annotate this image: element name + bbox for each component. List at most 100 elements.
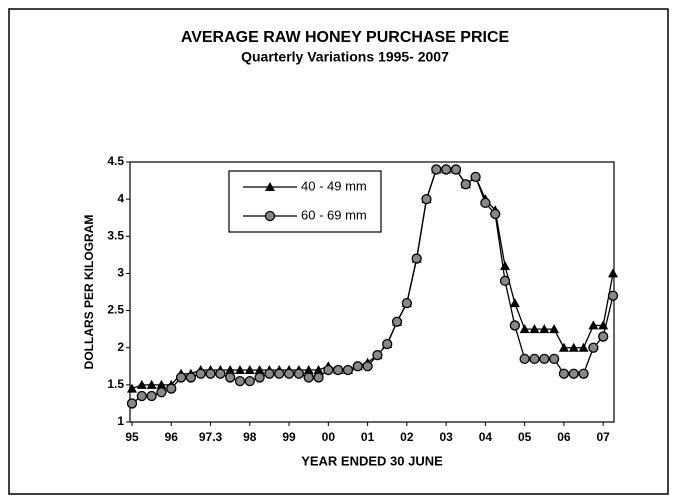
data-point — [166, 383, 177, 394]
data-point — [460, 179, 471, 190]
x-tick-label: 04 — [479, 430, 493, 444]
data-point — [421, 193, 432, 205]
data-point — [244, 365, 255, 374]
data-point — [539, 353, 550, 365]
data-point — [519, 353, 530, 365]
x-tick-label: 02 — [400, 430, 414, 444]
x-tick-label: 99 — [282, 430, 296, 444]
data-point — [264, 368, 275, 379]
chart-title: AVERAGE RAW HONEY PURCHASE PRICE — [181, 29, 510, 46]
data-point — [136, 379, 147, 389]
data-point — [156, 387, 167, 398]
data-point — [313, 372, 324, 383]
y-tick-label: 1.5 — [107, 377, 124, 391]
data-point — [225, 365, 236, 374]
data-point — [215, 368, 226, 379]
data-point — [588, 320, 599, 330]
data-point — [126, 398, 138, 409]
legend-box — [228, 170, 382, 233]
data-point — [431, 164, 442, 175]
data-point — [411, 253, 422, 264]
data-point — [578, 342, 589, 352]
y-tick-label: 1 — [117, 414, 124, 428]
y-tick-label: 2.5 — [107, 303, 124, 317]
data-point — [549, 324, 560, 334]
x-tick-label: 03 — [439, 430, 453, 444]
data-point — [323, 364, 334, 376]
data-point — [608, 268, 618, 278]
legend-marker — [264, 210, 276, 222]
data-point — [303, 365, 314, 374]
data-point — [558, 342, 569, 352]
data-point — [156, 379, 167, 389]
data-point — [303, 372, 314, 383]
data-point — [391, 316, 403, 327]
data-point — [450, 164, 462, 175]
y-tick-label: 3 — [117, 266, 124, 280]
data-point — [509, 320, 520, 331]
data-point — [519, 324, 530, 334]
data-point — [362, 361, 373, 372]
data-point — [225, 372, 236, 383]
y-tick-label: 3.5 — [107, 228, 124, 242]
data-point — [175, 372, 187, 383]
data-point — [244, 375, 255, 387]
data-point — [342, 364, 354, 376]
data-point — [539, 324, 550, 334]
data-point — [598, 331, 609, 342]
data-point — [205, 368, 216, 379]
data-point — [558, 368, 570, 379]
data-point — [283, 368, 295, 379]
data-point — [185, 372, 197, 383]
data-point — [313, 365, 324, 374]
legend-marker — [265, 182, 275, 191]
data-point — [499, 275, 511, 287]
x-tick-label: 95 — [125, 430, 139, 444]
data-point — [127, 383, 137, 393]
data-point — [254, 365, 265, 374]
data-point — [234, 365, 245, 374]
data-point — [332, 364, 344, 376]
data-point — [146, 390, 157, 402]
data-point — [509, 298, 520, 308]
data-point — [234, 375, 246, 387]
data-point — [274, 368, 285, 379]
data-point — [146, 379, 157, 389]
y-tick-label: 2 — [117, 340, 124, 354]
legend-label: 60 - 69 mm — [301, 207, 367, 222]
data-point — [470, 171, 481, 183]
data-point — [401, 297, 413, 309]
data-point — [598, 320, 609, 330]
x-tick-label: 96 — [165, 430, 179, 444]
data-point — [568, 368, 579, 379]
frame — [8, 8, 669, 495]
data-point — [352, 361, 363, 372]
x-tick-label: 98 — [243, 430, 257, 444]
x-tick-label: 07 — [597, 430, 611, 444]
data-point — [529, 324, 540, 334]
data-point — [195, 368, 206, 379]
data-point — [254, 372, 265, 383]
data-point — [578, 368, 589, 379]
x-tick-label: 00 — [322, 430, 336, 444]
data-point — [568, 342, 579, 352]
y-tick-label: 4.5 — [107, 154, 124, 168]
data-point — [500, 261, 511, 270]
legend-label: 40 - 49 mm — [301, 178, 367, 193]
x-tick-label: 06 — [557, 430, 571, 444]
y-tick-label: 4 — [117, 191, 124, 205]
data-point — [588, 342, 599, 353]
x-tick-label: 05 — [518, 430, 532, 444]
x-tick-label: 01 — [361, 430, 375, 444]
data-point — [440, 164, 452, 175]
data-point — [607, 290, 619, 301]
data-point — [293, 368, 305, 379]
data-point — [529, 353, 540, 365]
data-point — [548, 353, 560, 365]
x-axis-label: YEAR ENDED 30 JUNE — [301, 453, 443, 468]
data-point — [480, 197, 491, 209]
x-tick-label: 97.3 — [199, 430, 223, 444]
chart-subtitle: Quarterly Variations 1995- 2007 — [241, 49, 449, 65]
data-point — [136, 390, 147, 402]
